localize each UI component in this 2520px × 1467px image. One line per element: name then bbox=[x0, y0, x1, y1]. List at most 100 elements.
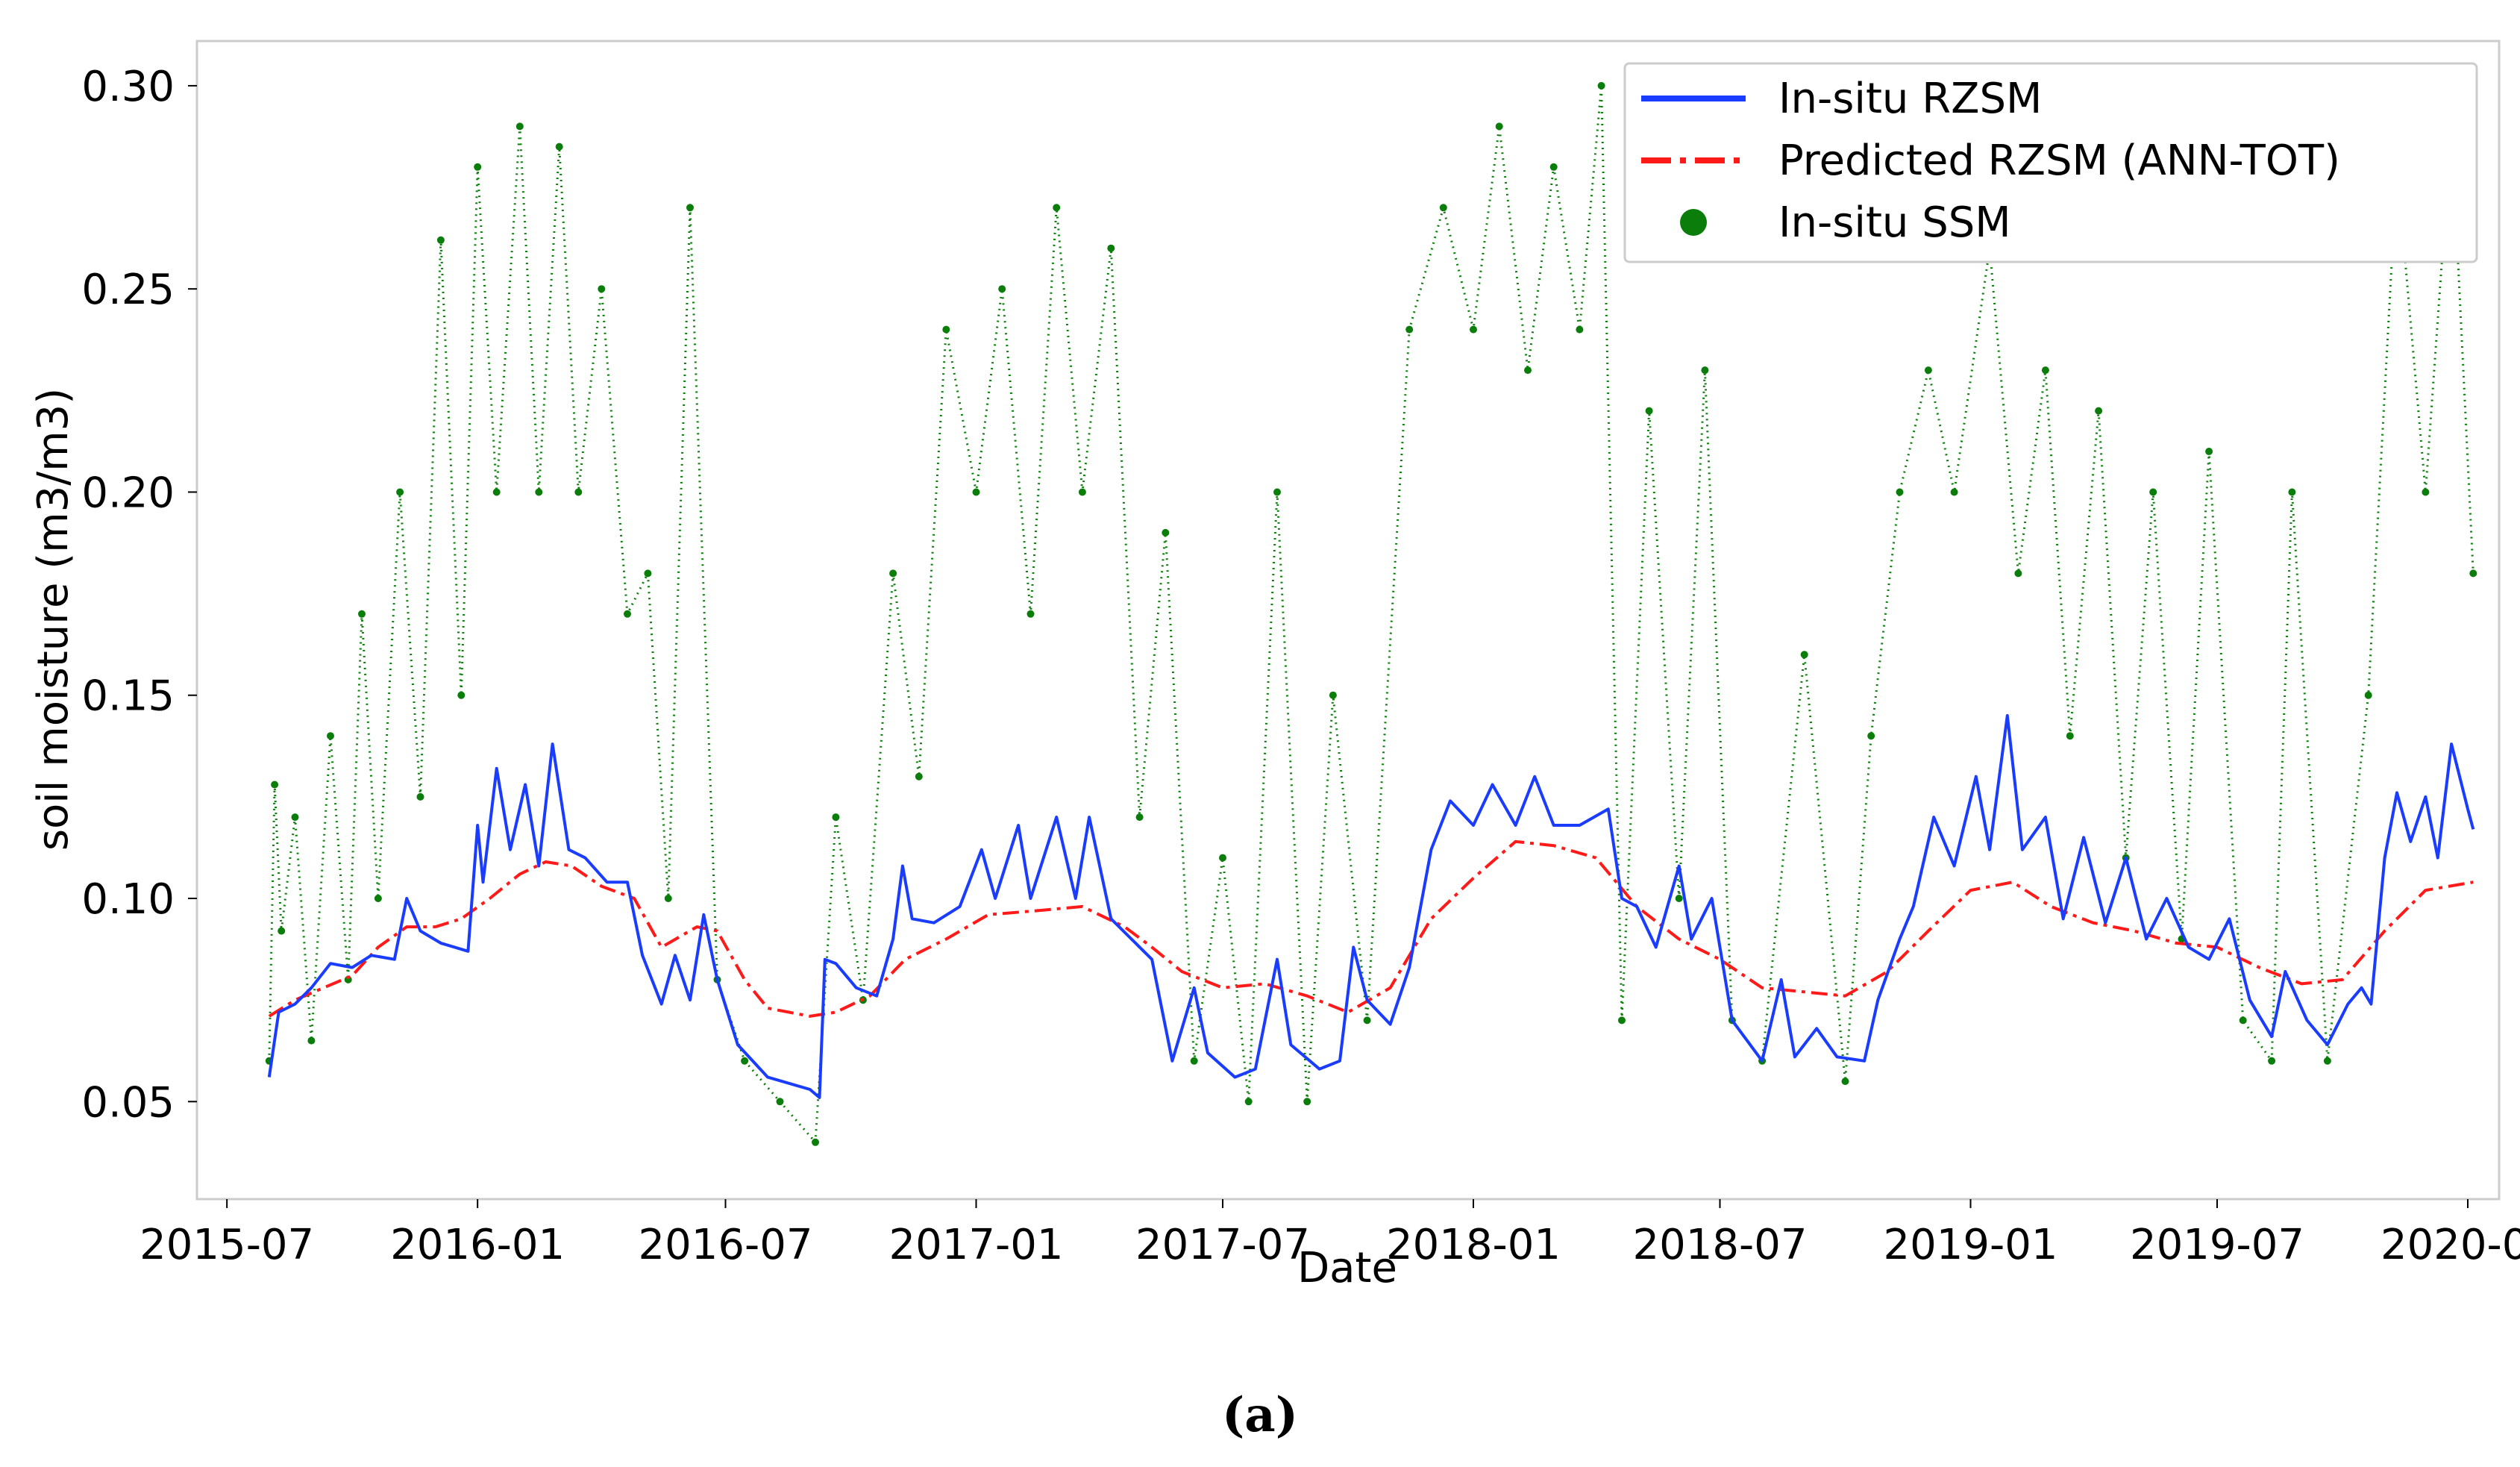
data-point-in-situ-ssm bbox=[686, 204, 694, 212]
data-point-in-situ-ssm bbox=[1618, 1016, 1626, 1025]
data-point-in-situ-ssm bbox=[664, 895, 672, 902]
data-point-in-situ-ssm bbox=[2239, 1016, 2247, 1025]
data-point-in-situ-ssm bbox=[307, 1036, 316, 1045]
data-point-in-situ-ssm bbox=[1597, 81, 1605, 90]
series-line-predicted-rzsm bbox=[268, 839, 2474, 1018]
data-point-in-situ-ssm bbox=[515, 122, 524, 131]
data-point-in-situ-ssm bbox=[1135, 813, 1144, 822]
data-point-in-situ-ssm bbox=[492, 488, 501, 496]
data-point-in-situ-ssm bbox=[942, 325, 950, 334]
data-point-in-situ-ssm bbox=[416, 792, 424, 801]
data-point-in-situ-ssm bbox=[1107, 244, 1115, 252]
data-point-in-situ-ssm bbox=[1363, 1016, 1371, 1025]
data-point-in-situ-ssm bbox=[278, 927, 286, 935]
data-point-in-situ-ssm bbox=[291, 813, 299, 822]
y-tick-label: 0.10 bbox=[81, 875, 175, 924]
legend-label-predicted-rzsm: Predicted RZSM (ANN-TOT) bbox=[1778, 137, 2340, 185]
data-point-in-situ-ssm bbox=[2095, 407, 2103, 415]
data-point-in-situ-ssm bbox=[598, 285, 606, 293]
data-point-in-situ-ssm bbox=[2422, 488, 2430, 496]
data-point-in-situ-ssm bbox=[889, 569, 897, 578]
data-point-in-situ-ssm bbox=[1303, 1098, 1311, 1106]
data-point-in-situ-ssm bbox=[1645, 407, 1653, 415]
data-point-in-situ-ssm bbox=[2066, 732, 2074, 740]
series-line-in-situ-rzsm bbox=[267, 714, 2475, 1099]
x-tick-label: 2016-07 bbox=[639, 1221, 813, 1269]
series-line-in-situ-ssm bbox=[268, 85, 2474, 1145]
x-tick-label: 2019-07 bbox=[2130, 1221, 2304, 1269]
x-tick-label: 2018-01 bbox=[1386, 1221, 1561, 1269]
data-point-in-situ-ssm bbox=[1405, 325, 1414, 334]
data-point-in-situ-ssm bbox=[1896, 488, 1904, 496]
data-point-in-situ-ssm bbox=[1219, 854, 1226, 862]
x-tick-label: 2015-07 bbox=[140, 1221, 314, 1269]
data-point-in-situ-ssm bbox=[2205, 448, 2213, 455]
data-point-in-situ-ssm bbox=[998, 285, 1006, 293]
y-tick-label: 0.20 bbox=[81, 469, 175, 517]
data-point-in-situ-ssm bbox=[776, 1098, 784, 1106]
data-point-in-situ-ssm bbox=[915, 772, 923, 781]
data-point-in-situ-ssm bbox=[1950, 488, 1958, 496]
data-point-in-situ-ssm bbox=[2149, 488, 2157, 496]
y-tick-label: 0.15 bbox=[81, 672, 175, 721]
data-point-in-situ-ssm bbox=[1244, 1098, 1253, 1106]
data-point-in-situ-ssm bbox=[555, 143, 563, 151]
legend-swatch-in-situ-ssm bbox=[1680, 209, 1707, 236]
predicted-series-layer bbox=[268, 839, 2474, 1018]
data-point-in-situ-ssm bbox=[2323, 1057, 2331, 1065]
data-point-in-situ-ssm bbox=[624, 610, 631, 618]
rzsm-series-layer bbox=[267, 714, 2475, 1099]
data-point-in-situ-ssm bbox=[327, 732, 334, 740]
x-axis-label: Date bbox=[1297, 1244, 1397, 1292]
legend: In-situ RZSM Predicted RZSM (ANN-TOT) In… bbox=[1623, 62, 2478, 263]
figure-caption: (a) bbox=[1222, 1387, 1298, 1443]
y-axis-label: soil moisture (m3/m3) bbox=[29, 388, 78, 851]
data-point-in-situ-ssm bbox=[1924, 366, 1932, 375]
data-point-in-situ-ssm bbox=[812, 1138, 819, 1146]
data-point-in-situ-ssm bbox=[1078, 488, 1086, 496]
legend-label-in-situ-rzsm: In-situ RZSM bbox=[1778, 75, 2042, 123]
y-tick-label: 0.30 bbox=[81, 63, 175, 111]
x-tick-label: 2017-01 bbox=[889, 1221, 1064, 1269]
data-point-in-situ-ssm bbox=[457, 691, 466, 699]
data-point-in-situ-ssm bbox=[1701, 366, 1709, 375]
data-point-in-situ-ssm bbox=[1576, 325, 1584, 334]
data-point-in-situ-ssm bbox=[535, 488, 543, 496]
data-point-in-situ-ssm bbox=[2469, 569, 2477, 578]
data-point-in-situ-ssm bbox=[2364, 691, 2372, 699]
data-point-in-situ-ssm bbox=[1549, 163, 1558, 171]
x-tick-label: 2017-07 bbox=[1135, 1221, 1310, 1269]
legend-label-in-situ-ssm: In-situ SSM bbox=[1778, 198, 2011, 247]
data-point-in-situ-ssm bbox=[1800, 651, 1808, 659]
data-point-in-situ-ssm bbox=[1329, 691, 1337, 699]
y-tick-label: 0.25 bbox=[81, 266, 175, 314]
x-tick-label: 2018-07 bbox=[1633, 1221, 1808, 1269]
data-point-in-situ-ssm bbox=[1841, 1077, 1849, 1086]
data-point-in-situ-ssm bbox=[2041, 366, 2049, 375]
legend-box bbox=[1623, 62, 2478, 263]
data-point-in-situ-ssm bbox=[972, 488, 980, 496]
data-point-in-situ-ssm bbox=[436, 236, 445, 244]
data-point-in-situ-ssm bbox=[2268, 1057, 2276, 1065]
data-point-in-situ-ssm bbox=[1190, 1057, 1198, 1065]
data-point-in-situ-ssm bbox=[1675, 895, 1683, 902]
x-tick-label: 2019-01 bbox=[1884, 1221, 2058, 1269]
data-point-in-situ-ssm bbox=[741, 1057, 749, 1065]
data-point-in-situ-ssm bbox=[832, 813, 840, 822]
data-point-in-situ-ssm bbox=[1162, 528, 1170, 537]
data-point-in-situ-ssm bbox=[358, 610, 366, 618]
x-tick-label: 2020-01 bbox=[2380, 1221, 2520, 1269]
data-point-in-situ-ssm bbox=[1027, 610, 1035, 618]
data-point-in-situ-ssm bbox=[396, 488, 404, 496]
x-tick-label: 2016-01 bbox=[390, 1221, 565, 1269]
data-point-in-situ-ssm bbox=[2288, 488, 2296, 496]
data-point-in-situ-ssm bbox=[374, 895, 382, 902]
data-point-in-situ-ssm bbox=[2014, 569, 2022, 578]
data-point-in-situ-ssm bbox=[1867, 732, 1875, 740]
y-tick-labels: 0.05 0.10 0.15 0.20 0.25 0.30 bbox=[81, 63, 197, 1127]
plot-frame bbox=[195, 40, 2501, 1201]
data-point-in-situ-ssm bbox=[574, 488, 583, 496]
data-point-in-situ-ssm bbox=[1439, 204, 1447, 212]
